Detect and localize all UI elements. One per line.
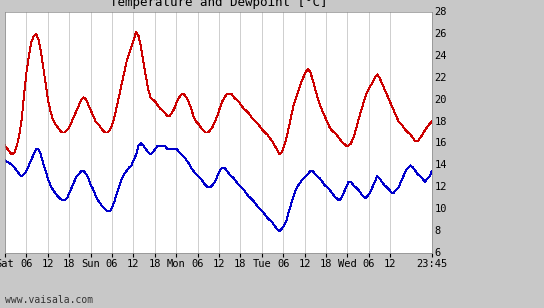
Text: 12: 12 <box>435 182 447 192</box>
Text: 16: 16 <box>435 139 447 148</box>
Text: 6: 6 <box>435 248 441 258</box>
Text: 28: 28 <box>435 7 447 17</box>
Text: 22: 22 <box>435 73 447 83</box>
Text: 10: 10 <box>435 204 447 214</box>
Text: Temperature and Dewpoint [°C]: Temperature and Dewpoint [°C] <box>110 0 327 9</box>
Text: 24: 24 <box>435 51 447 61</box>
Text: 20: 20 <box>435 95 447 105</box>
Text: 18: 18 <box>435 116 447 127</box>
Text: 26: 26 <box>435 29 447 39</box>
Text: www.vaisala.com: www.vaisala.com <box>5 295 93 305</box>
Text: 14: 14 <box>435 160 447 170</box>
Text: 8: 8 <box>435 226 441 236</box>
